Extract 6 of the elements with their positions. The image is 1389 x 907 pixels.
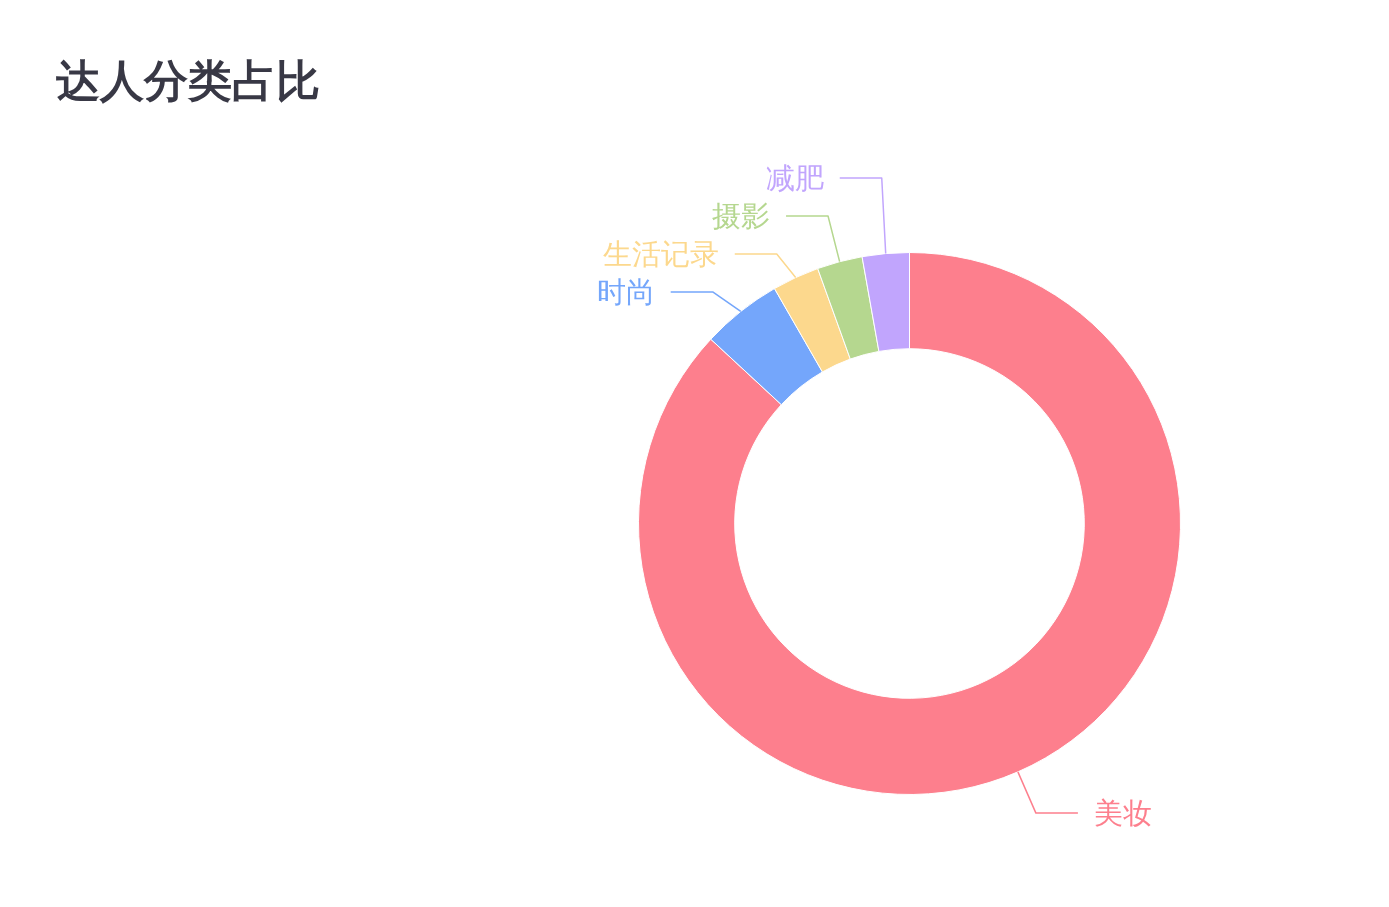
- text: 达人分类占比: [55, 55, 320, 106]
- slice-label: 摄影: [712, 198, 771, 233]
- slice-label: 生活记录: [602, 236, 719, 271]
- slice-label: 减肥: [765, 160, 824, 195]
- slice-label: 时尚: [596, 274, 655, 309]
- slice-label: 美妆: [1093, 796, 1152, 831]
